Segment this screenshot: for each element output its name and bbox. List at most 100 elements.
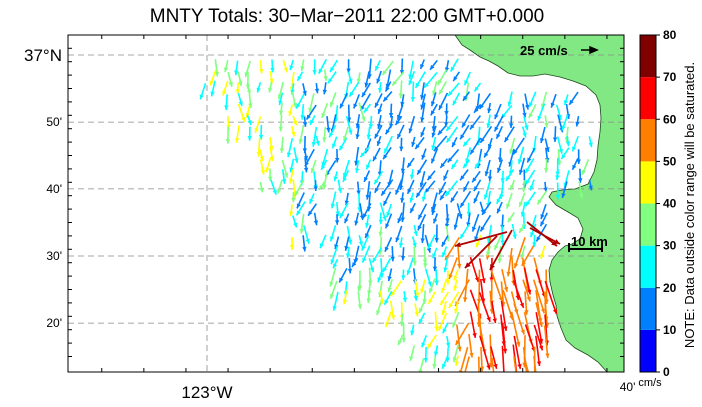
current-vector xyxy=(500,170,505,183)
current-vector xyxy=(265,157,272,173)
current-vector xyxy=(410,81,416,102)
current-vector xyxy=(521,126,527,138)
current-vector xyxy=(318,58,328,75)
current-vector xyxy=(495,125,504,140)
current-vector xyxy=(524,291,529,315)
current-vector xyxy=(302,235,307,252)
current-vector xyxy=(384,311,392,328)
current-vector xyxy=(556,136,563,154)
current-vector xyxy=(333,171,338,182)
current-vector xyxy=(445,115,459,132)
current-vector xyxy=(269,71,274,84)
current-vector xyxy=(459,124,470,140)
colorbar-segment xyxy=(640,245,656,288)
current-vector xyxy=(529,227,561,245)
current-vector xyxy=(408,60,414,80)
colorbar-tick-label: 50 xyxy=(663,154,677,168)
current-vector xyxy=(452,92,461,106)
current-vector xyxy=(303,157,309,173)
current-vector xyxy=(420,279,426,294)
current-vector xyxy=(506,192,513,209)
current-vector xyxy=(464,235,498,269)
colorbar-tick-label: 60 xyxy=(663,112,677,126)
colorbar-tick-label: 40 xyxy=(663,197,677,211)
current-vector xyxy=(282,59,288,73)
current-vector xyxy=(496,159,503,174)
current-vector xyxy=(277,179,283,194)
current-vector xyxy=(209,69,217,86)
colorbar-segment xyxy=(640,161,656,204)
current-vector xyxy=(258,124,264,140)
current-vector xyxy=(411,236,417,248)
current-vector xyxy=(439,291,450,306)
lon-label: 123°W xyxy=(181,383,232,402)
current-vector xyxy=(500,225,505,245)
current-vector xyxy=(523,267,532,295)
current-vector xyxy=(328,124,337,138)
current-vector xyxy=(355,114,361,129)
current-vector xyxy=(454,323,470,346)
lat-label: 50' xyxy=(46,115,62,129)
current-vector xyxy=(332,291,339,311)
current-vector xyxy=(413,224,418,237)
current-vector xyxy=(351,257,359,268)
current-vector xyxy=(414,136,425,150)
current-vector xyxy=(319,234,327,249)
current-vector xyxy=(500,300,508,332)
current-vector xyxy=(453,279,458,291)
current-vector xyxy=(503,126,515,143)
current-vector xyxy=(520,201,526,217)
lon-label: 40' xyxy=(620,380,636,394)
current-vector xyxy=(291,215,298,228)
current-vector xyxy=(382,191,392,207)
current-vector xyxy=(354,160,360,174)
current-vector xyxy=(494,103,502,120)
colorbar-segment xyxy=(640,287,656,330)
current-vector xyxy=(237,71,243,87)
current-vector xyxy=(365,181,371,200)
current-vector xyxy=(377,82,383,93)
current-vector xyxy=(281,159,289,178)
current-vector xyxy=(361,82,371,98)
current-vector xyxy=(476,269,482,304)
current-vector xyxy=(346,225,353,245)
current-vector xyxy=(329,224,337,242)
current-vector xyxy=(433,345,439,357)
current-vector xyxy=(311,126,318,147)
current-vector xyxy=(376,70,382,84)
current-vector xyxy=(484,159,491,177)
current-vector xyxy=(363,170,371,183)
current-vector xyxy=(408,70,416,86)
current-vector xyxy=(222,80,229,96)
current-vector xyxy=(308,193,315,204)
current-vector xyxy=(489,346,498,369)
current-vector xyxy=(307,203,318,217)
current-vector xyxy=(234,60,239,76)
current-vector xyxy=(459,190,472,208)
colorbar-tick-label: 10 xyxy=(663,323,677,337)
current-vector xyxy=(389,300,396,320)
current-vector xyxy=(344,236,350,251)
current-vector xyxy=(441,355,449,370)
current-vector xyxy=(496,201,503,214)
current-vector xyxy=(438,80,448,95)
current-vector xyxy=(358,102,366,122)
colorbar-segment xyxy=(640,35,656,78)
current-vector xyxy=(444,103,449,116)
current-vector xyxy=(377,114,382,129)
current-vector xyxy=(475,234,482,248)
current-vector xyxy=(421,335,428,348)
current-vector xyxy=(462,91,471,102)
current-vector xyxy=(199,82,207,100)
current-vector xyxy=(313,212,319,226)
current-vector xyxy=(438,181,447,195)
current-vector xyxy=(400,202,405,223)
current-vector xyxy=(372,147,381,162)
current-vector xyxy=(210,80,216,97)
current-vector xyxy=(400,94,405,107)
current-vector xyxy=(473,179,482,192)
current-vector xyxy=(447,148,460,163)
current-vector xyxy=(356,181,361,196)
current-vector xyxy=(523,356,530,372)
current-vector xyxy=(254,116,262,134)
